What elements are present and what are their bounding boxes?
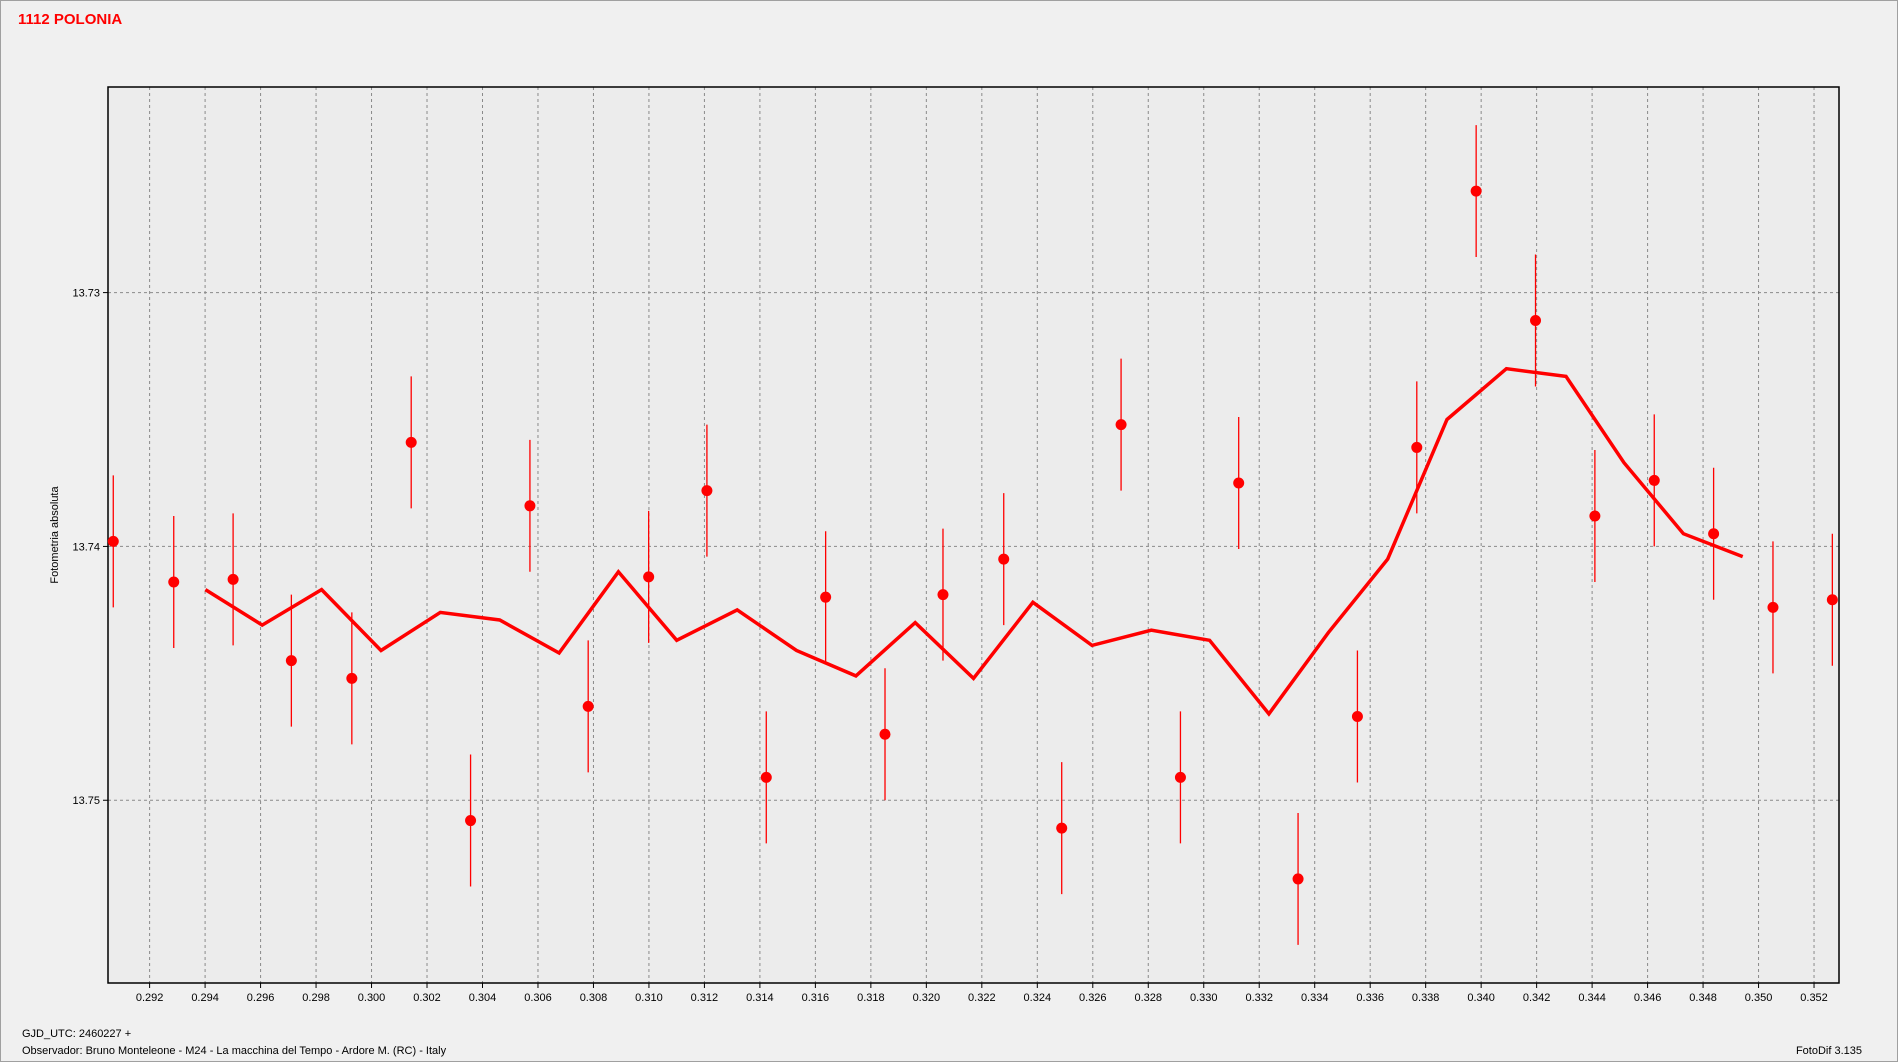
data-point	[1826, 594, 1838, 606]
x-tick-label: 0.306	[524, 992, 552, 1004]
x-tick-label: 0.328	[1134, 992, 1162, 1004]
data-point	[1589, 510, 1601, 522]
x-tick-label: 0.346	[1634, 992, 1662, 1004]
y-tick-label: 13.75	[72, 795, 100, 807]
software-label: FotoDif 3.135	[1796, 1045, 1862, 1057]
data-point	[582, 700, 594, 712]
data-point	[701, 485, 713, 497]
x-tick-label: 0.342	[1523, 992, 1551, 1004]
data-point	[1174, 771, 1186, 783]
y-axis-label: Fotometria absoluta	[49, 486, 61, 584]
x-tick-label: 0.350	[1745, 992, 1773, 1004]
x-tick-label: 0.292	[136, 992, 164, 1004]
y-tick-label: 13.73	[72, 288, 100, 300]
x-tick-label: 0.320	[913, 992, 941, 1004]
data-point	[937, 589, 949, 601]
x-tick-label: 0.312	[691, 992, 719, 1004]
data-point	[1708, 528, 1720, 540]
data-point	[1292, 873, 1304, 885]
data-point	[643, 571, 655, 583]
y-tick-label: 13.74	[72, 541, 100, 553]
x-tick-label: 0.330	[1190, 992, 1218, 1004]
x-tick-label: 0.296	[247, 992, 275, 1004]
x-tick-label: 0.298	[302, 992, 330, 1004]
x-tick-label: 0.332	[1245, 992, 1273, 1004]
trend-line	[204, 366, 1744, 717]
x-tick-label: 0.314	[746, 992, 774, 1004]
x-tick-label: 0.300	[358, 992, 386, 1004]
x-tick-label: 0.348	[1689, 992, 1717, 1004]
data-point	[168, 576, 180, 588]
data-point	[820, 591, 832, 603]
x-tick-label: 0.324	[1024, 992, 1052, 1004]
data-point	[1411, 441, 1423, 453]
data-point	[1115, 419, 1127, 431]
data-point	[1648, 474, 1660, 486]
x-tick-label: 0.322	[968, 992, 996, 1004]
data-point	[1351, 710, 1363, 722]
x-tick-label: 0.338	[1412, 992, 1440, 1004]
data-point	[227, 573, 239, 585]
x-tick-label: 0.308	[580, 992, 608, 1004]
data-point	[879, 728, 891, 740]
data-point	[1056, 822, 1068, 834]
data-point	[346, 672, 358, 684]
x-tick-label: 0.302	[413, 992, 441, 1004]
x-tick-label: 0.318	[857, 992, 885, 1004]
x-tick-label: 0.340	[1467, 992, 1495, 1004]
footer-date: GJD_UTC: 2460227 +	[22, 1028, 131, 1040]
data-point	[405, 436, 417, 448]
x-tick-label: 0.344	[1578, 992, 1606, 1004]
x-tick-label: 0.310	[635, 992, 663, 1004]
plot-border	[107, 86, 1840, 984]
x-tick-label: 0.336	[1356, 992, 1384, 1004]
x-tick-label: 0.352	[1800, 992, 1828, 1004]
footer-observer: Observador: Bruno Monteleone - M24 - La …	[22, 1045, 447, 1057]
data-point	[1233, 477, 1245, 489]
x-tick-label: 0.304	[469, 992, 497, 1004]
x-tick-label: 0.326	[1079, 992, 1107, 1004]
x-tick-label: 0.294	[191, 992, 219, 1004]
data-point	[760, 771, 772, 783]
chart-title: 1112 POLONIA	[18, 11, 122, 28]
data-point	[107, 535, 119, 547]
data-point	[998, 553, 1010, 565]
data-point	[1767, 601, 1779, 613]
data-point	[465, 815, 477, 827]
data-point	[524, 500, 536, 512]
data-point	[1470, 185, 1482, 197]
x-tick-label: 0.316	[802, 992, 830, 1004]
data-point	[285, 655, 297, 667]
x-tick-label: 0.334	[1301, 992, 1329, 1004]
data-point	[1530, 315, 1542, 327]
plot-area	[108, 87, 1839, 983]
